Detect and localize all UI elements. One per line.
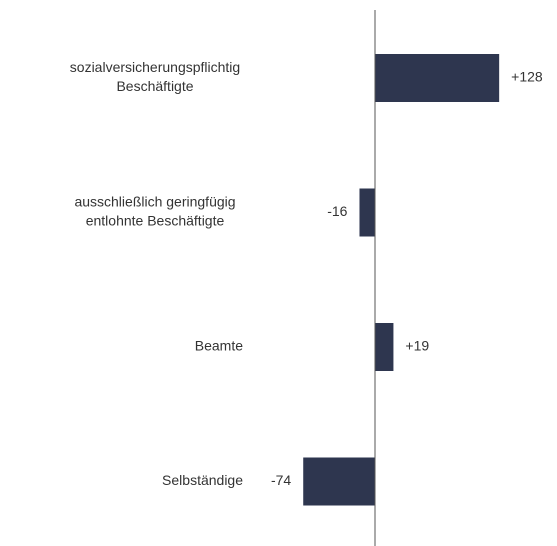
value-label: -16 (327, 203, 347, 219)
value-label: -74 (271, 472, 291, 488)
value-label: +19 (405, 338, 429, 354)
bar (303, 457, 375, 506)
category-label: entlohnte Beschäftigte (86, 213, 225, 229)
category-label: Beschäftigte (116, 78, 193, 94)
bar (359, 188, 375, 237)
value-label: +128 (511, 69, 543, 85)
category-label: Selbständige (162, 472, 243, 488)
category-label: ausschließlich geringfügig (74, 194, 235, 210)
category-label: sozialversicherungspflichtig (70, 59, 240, 75)
bar (375, 54, 500, 102)
bar (375, 323, 394, 371)
category-label: Beamte (195, 338, 243, 354)
